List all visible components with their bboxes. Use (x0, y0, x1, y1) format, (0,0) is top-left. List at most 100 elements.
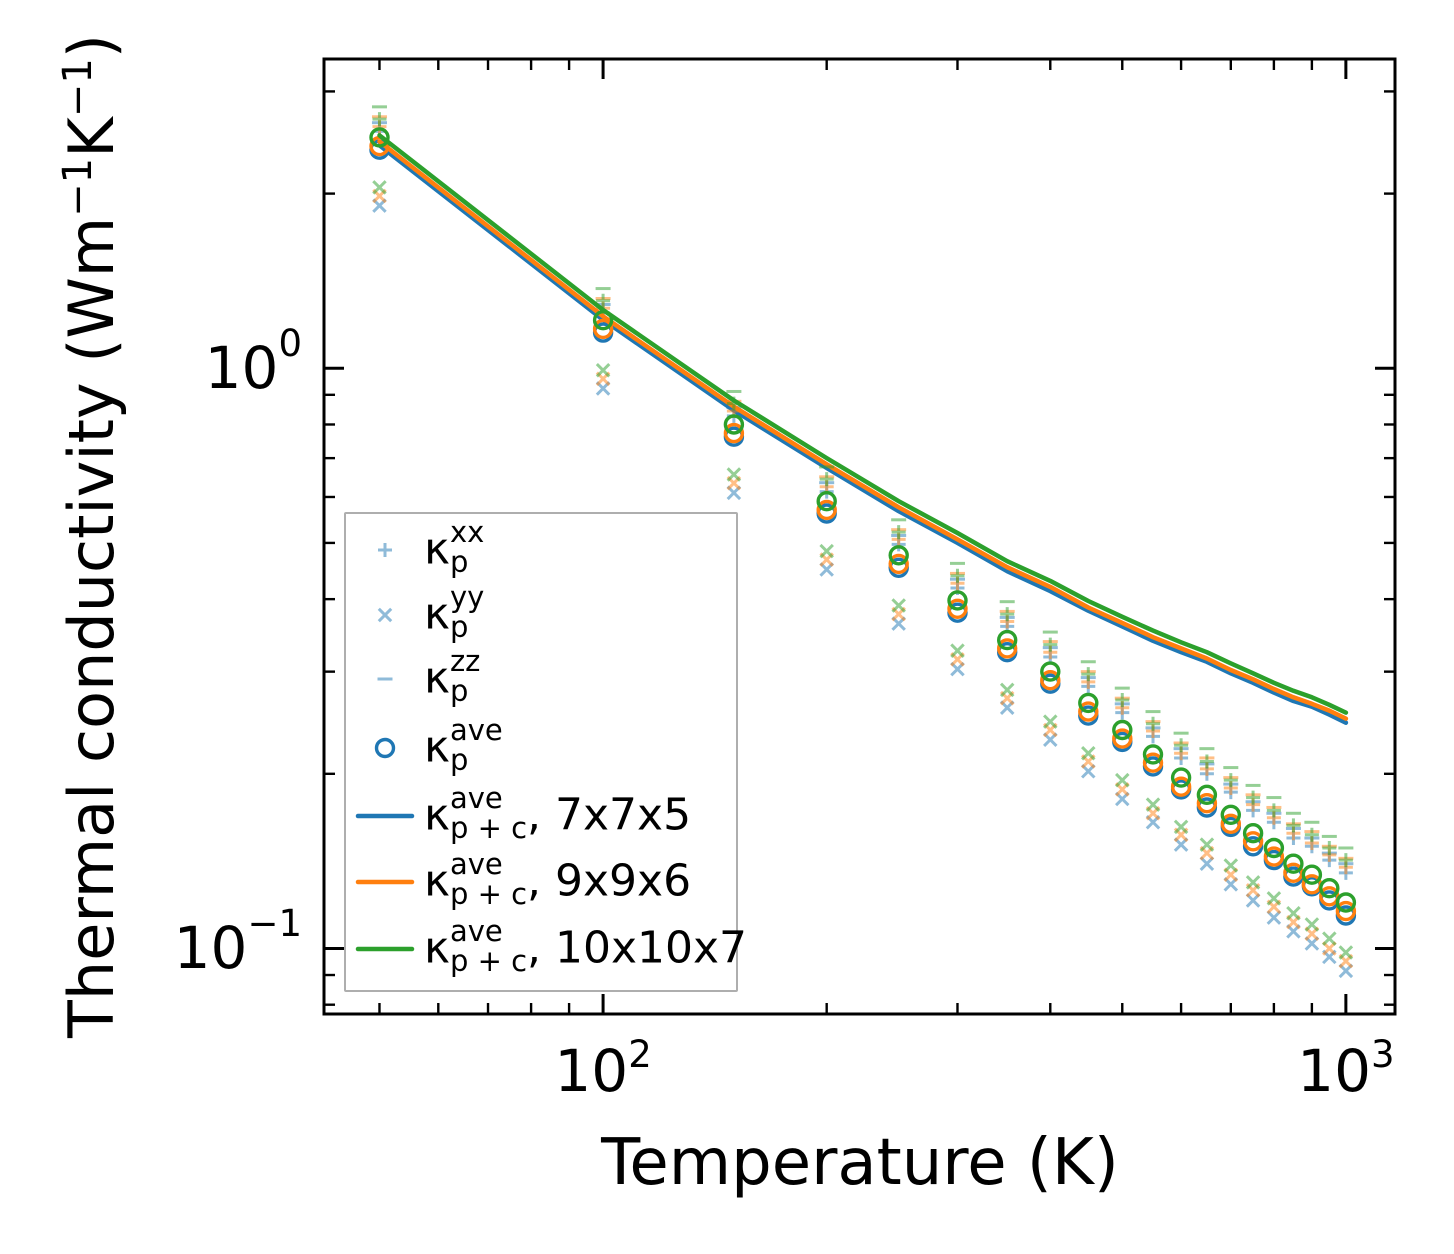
y-axis-label-sup: −1 (54, 157, 101, 217)
marker-x (1081, 745, 1096, 761)
marker-x (595, 363, 611, 378)
marker-plus (1081, 667, 1096, 682)
marker-x (1223, 858, 1239, 873)
marker-x (819, 543, 834, 559)
legend-line-icon (346, 796, 424, 836)
marker-circle (1283, 853, 1304, 874)
marker-x (1043, 714, 1058, 729)
marker-circle (1220, 813, 1242, 834)
series-kp-ave-9x9x6 (369, 135, 1357, 922)
marker-circle (888, 545, 909, 566)
marker-plus (891, 525, 906, 540)
marker-circle (1301, 864, 1323, 885)
marker-circle (1220, 804, 1242, 825)
marker-x (1266, 891, 1282, 906)
legend-line-icon (346, 862, 424, 902)
marker-circle (1112, 719, 1133, 741)
marker-x (1322, 931, 1337, 946)
marker-x (950, 643, 965, 658)
marker-circle (816, 499, 837, 521)
legend-plus-icon (346, 530, 424, 570)
y-tick-label-0.1: 10 −1 (173, 902, 302, 983)
marker-plus (372, 112, 387, 127)
legend: κ xx p κ yy p κ zz p κ ave p κ ave p + c, 7x7x5 κ ave p +… (344, 512, 747, 992)
marker-circle (1142, 744, 1164, 765)
legend-dash-icon (346, 659, 424, 699)
marker-circle (1335, 900, 1357, 922)
plot-frame (322, 57, 1397, 1016)
series-kpc-ave-9x9x6 (377, 139, 1349, 721)
legend-label: κ xx p (424, 515, 485, 579)
marker-plus (1304, 827, 1319, 842)
marker-plus (1266, 803, 1281, 818)
marker-x (1173, 819, 1189, 835)
marker-circle (1335, 892, 1357, 913)
marker-plus (1115, 693, 1130, 708)
legend-item-6: κ ave p + c, 10x10x7 (346, 914, 747, 984)
marker-x (1199, 856, 1215, 871)
legend-label: κ yy p (424, 580, 485, 644)
marker-plus (1199, 754, 1214, 769)
marker-circle (1242, 823, 1264, 844)
marker-circle (1263, 837, 1285, 859)
marker-circle (1170, 767, 1192, 788)
marker-circle (1040, 661, 1061, 682)
marker-circle (1319, 878, 1340, 899)
marker-circle (369, 127, 390, 148)
series-kp-ave-10x10x7 (369, 127, 1357, 913)
marker-x (1115, 772, 1130, 788)
marker-plus (596, 293, 611, 308)
y-axis-label: Thermal conductivity (Wm−1K−1) (54, 34, 128, 1038)
series-kp-zz-10x10x7 (371, 105, 1354, 850)
legend-item-2: κ zz p (346, 644, 736, 714)
series-kpc-ave-7x7x5 (377, 143, 1349, 725)
legend-label: κ ave p + c, 9x9x6 (424, 847, 692, 911)
marker-plus (819, 472, 834, 487)
legend-x-icon (346, 595, 424, 635)
legend-item-0: κ xx p (346, 515, 736, 585)
x-axis-label: Temperature (K) (601, 1126, 1119, 1200)
marker-circle (1078, 701, 1099, 722)
marker-x (891, 598, 906, 613)
marker-circle (723, 422, 745, 444)
marker-plus (1223, 773, 1238, 788)
legend-item-1: κ yy p (346, 580, 736, 650)
legend-item-5: κ ave p + c, 9x9x6 (346, 847, 736, 917)
marker-plus (1043, 637, 1058, 652)
legend-item-4: κ ave p + c, 7x7x5 (346, 781, 736, 851)
marker-circle (723, 414, 745, 435)
legend-label: κ ave p (424, 713, 503, 777)
marker-circle (1142, 752, 1164, 773)
marker-circle (1040, 670, 1061, 691)
marker-circle (1170, 776, 1192, 797)
marker-circle (1242, 831, 1264, 852)
marker-circle (592, 318, 614, 340)
marker-x (1245, 875, 1261, 890)
marker-plus (950, 568, 965, 583)
marker-plus (1338, 853, 1353, 868)
marker-x (1266, 910, 1282, 925)
marker-x (372, 180, 387, 195)
marker-plus (1146, 716, 1161, 731)
marker-x (1338, 945, 1354, 960)
marker-circle (1319, 886, 1340, 907)
marker-circle (997, 629, 1018, 651)
marker-circle (997, 638, 1018, 659)
marker-x (1304, 917, 1320, 932)
marker-circle (1263, 846, 1285, 867)
legend-circle-icon (346, 728, 424, 768)
marker-plus (1000, 607, 1015, 622)
marker-plus (1246, 790, 1261, 805)
y-axis-label-text: K (54, 117, 128, 158)
legend-item-3: κ ave p (346, 713, 736, 783)
x-tick-label-1000: 103 (1297, 1033, 1395, 1105)
y-axis-label-text: ) (54, 34, 128, 59)
marker-plus (1174, 738, 1189, 753)
marker-plus (1286, 818, 1301, 833)
legend-label: κ ave p + c, 7x7x5 (424, 781, 692, 845)
y-axis-label-sup: −1 (54, 58, 101, 118)
marker-circle (1112, 728, 1133, 749)
marker-x (999, 682, 1015, 698)
